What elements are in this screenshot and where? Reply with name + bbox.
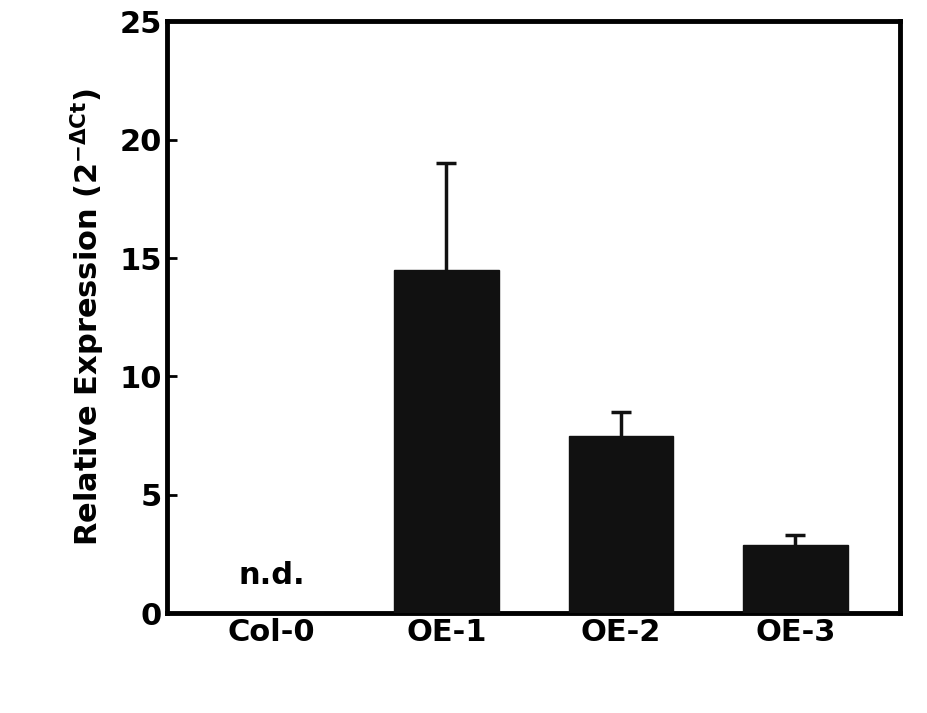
Y-axis label: $\mathbf{Relative\ Expression\ (2^{-\Delta Ct})}$: $\mathbf{Relative\ Expression\ (2^{-\Del…	[68, 88, 106, 546]
Bar	[394, 270, 498, 613]
Bar	[568, 436, 672, 613]
Bar	[743, 545, 847, 613]
Text: n.d.: n.d.	[238, 560, 305, 590]
